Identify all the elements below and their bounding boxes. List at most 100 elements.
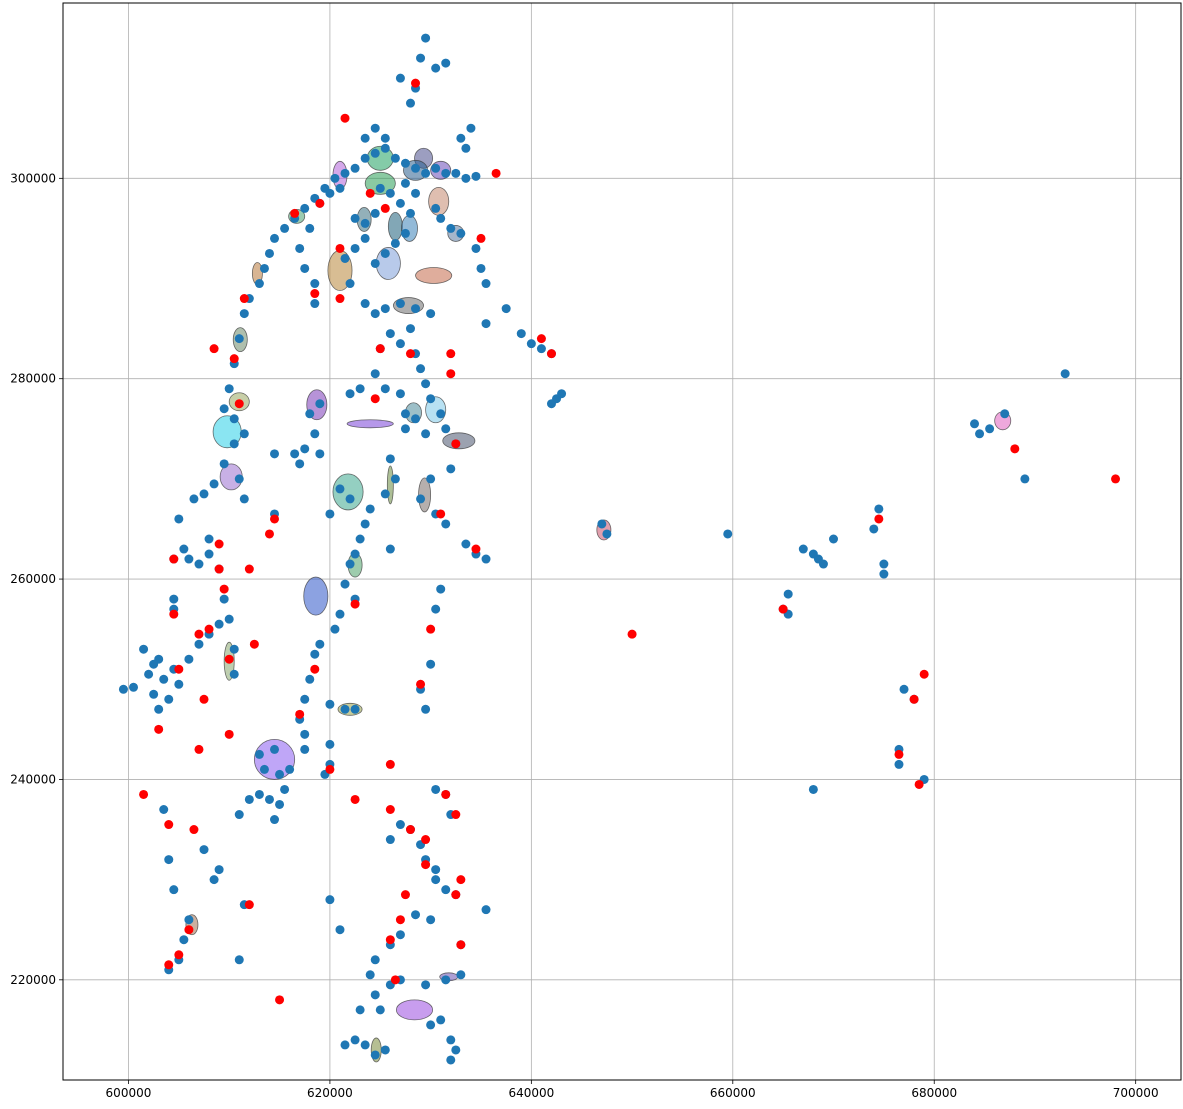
data-point [259,263,269,273]
data-point [370,258,380,268]
data-point [501,304,511,314]
center-point [471,544,481,554]
data-point [421,704,431,714]
data-point [526,339,536,349]
data-point [798,544,808,554]
data-point [290,449,300,459]
data-point [879,569,889,579]
data-point [325,699,335,709]
data-point [436,584,446,594]
data-point [426,309,436,319]
data-point [355,534,365,544]
data-point [385,329,395,339]
data-point [446,464,456,474]
center-point [340,113,350,123]
cluster-ellipse [303,576,329,616]
data-point [300,729,310,739]
data-point [481,319,491,329]
center-point [491,168,501,178]
data-point [305,223,315,233]
data-point [411,910,421,920]
center-point [295,709,305,719]
data-point [441,424,451,434]
data-point [204,549,214,559]
data-point [300,744,310,754]
center-point [390,975,400,985]
data-point [370,208,380,218]
data-point [360,218,370,228]
center-point [375,344,385,354]
center-point [456,940,466,950]
data-point [451,1045,461,1055]
center-point [405,349,415,359]
x-tick-label: 680000 [911,1086,957,1100]
x-tick-label: 640000 [508,1086,554,1100]
data-point [385,835,395,845]
data-point [411,188,421,198]
data-point [431,604,441,614]
y-tick-label: 300000 [10,171,56,185]
y-tick-label: 280000 [10,372,56,386]
center-point [436,509,446,519]
data-point [335,484,345,494]
data-point [204,534,214,544]
data-point [829,534,839,544]
center-point [1010,444,1020,454]
data-point [118,684,128,694]
cluster-ellipse [332,473,364,511]
data-point [380,304,390,314]
data-point [975,429,985,439]
center-point [264,529,274,539]
data-point [325,895,335,905]
data-point [154,704,164,714]
data-point [229,644,239,654]
data-point [310,429,320,439]
center-point [385,804,395,814]
data-point [390,238,400,248]
data-point [199,845,209,855]
data-point [421,429,431,439]
center-point [909,694,919,704]
data-point [400,424,410,434]
x-tick-label: 600000 [106,1086,152,1100]
center-point [244,900,254,910]
center-point [914,779,924,789]
data-point [421,33,431,43]
cluster-ellipse [395,999,434,1021]
data-point [481,279,491,289]
data-point [270,449,280,459]
x-tick-label: 660000 [710,1086,756,1100]
center-point [395,915,405,925]
data-point [325,188,335,198]
data-point [380,489,390,499]
data-point [335,609,345,619]
data-point [970,419,980,429]
data-point [209,875,219,885]
data-point [335,183,345,193]
data-point [436,1015,446,1025]
center-point [1111,474,1121,484]
center-point [421,835,431,845]
data-point [194,639,204,649]
data-point [270,815,280,825]
data-point [219,459,229,469]
data-point [360,519,370,529]
plot-frame [62,2,1182,1081]
data-point [365,504,375,514]
center-point [385,935,395,945]
x-tick-label: 700000 [1113,1086,1159,1100]
data-point [315,639,325,649]
data-point [395,299,405,309]
data-point [169,594,179,604]
data-point [224,384,234,394]
data-point [431,63,441,73]
data-point [144,669,154,679]
data-point [149,659,159,669]
data-point [310,299,320,309]
data-point [335,925,345,935]
cluster-ellipse [364,171,396,195]
center-point [350,599,360,609]
data-point [395,930,405,940]
data-point [405,98,415,108]
center-point [778,604,788,614]
